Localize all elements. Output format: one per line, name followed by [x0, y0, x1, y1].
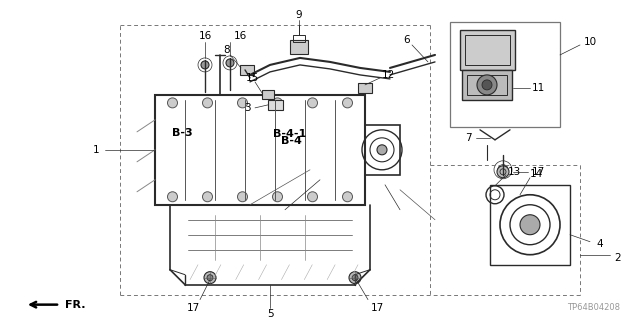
Text: 8: 8 [224, 45, 230, 55]
Circle shape [202, 192, 212, 202]
Text: 2: 2 [614, 253, 621, 263]
Bar [460, 30, 515, 70]
Circle shape [520, 215, 540, 235]
Text: FR.: FR. [65, 300, 86, 310]
Text: 4: 4 [596, 239, 604, 249]
Circle shape [498, 165, 508, 175]
Circle shape [352, 275, 358, 281]
Text: 14: 14 [529, 169, 543, 179]
Text: TP64B04208: TP64B04208 [567, 303, 620, 312]
Text: 10: 10 [584, 37, 596, 47]
Text: B-4: B-4 [281, 136, 301, 146]
Circle shape [237, 192, 248, 202]
Bar [262, 90, 274, 99]
Bar [358, 83, 372, 93]
Bar [465, 35, 510, 65]
Text: 17: 17 [371, 303, 383, 313]
Circle shape [204, 272, 216, 284]
Bar [490, 185, 570, 265]
Text: B-3: B-3 [172, 128, 193, 138]
Bar [155, 95, 365, 205]
Bar [365, 125, 400, 175]
Bar [450, 22, 560, 127]
Text: 15: 15 [245, 73, 259, 83]
Circle shape [201, 61, 209, 69]
Circle shape [497, 166, 509, 178]
Circle shape [237, 98, 248, 108]
Text: 5: 5 [267, 308, 273, 319]
Text: 17: 17 [186, 303, 200, 313]
Circle shape [207, 275, 213, 281]
Circle shape [307, 192, 317, 202]
Circle shape [377, 145, 387, 155]
Circle shape [349, 272, 361, 284]
Text: 1: 1 [93, 145, 99, 155]
Text: 16: 16 [198, 31, 212, 41]
Text: 13: 13 [508, 167, 520, 177]
Bar [462, 70, 512, 100]
Circle shape [342, 98, 353, 108]
Circle shape [273, 98, 282, 108]
Text: 9: 9 [296, 10, 302, 20]
Circle shape [168, 192, 177, 202]
Text: 17: 17 [531, 167, 545, 177]
Text: 11: 11 [531, 83, 545, 93]
Circle shape [342, 192, 353, 202]
Bar [290, 40, 308, 54]
Bar [240, 65, 254, 75]
Circle shape [202, 98, 212, 108]
Circle shape [477, 75, 497, 95]
Text: B-4-1: B-4-1 [273, 129, 306, 139]
Circle shape [168, 98, 177, 108]
Bar [293, 35, 305, 42]
Text: 6: 6 [404, 35, 410, 45]
Circle shape [482, 80, 492, 90]
Bar [467, 75, 507, 95]
Text: 7: 7 [465, 133, 471, 143]
Bar [268, 100, 283, 110]
Circle shape [307, 98, 317, 108]
Text: 16: 16 [234, 31, 246, 41]
Circle shape [273, 192, 282, 202]
Text: 12: 12 [381, 70, 395, 80]
Text: 3: 3 [244, 103, 250, 113]
Circle shape [226, 59, 234, 67]
